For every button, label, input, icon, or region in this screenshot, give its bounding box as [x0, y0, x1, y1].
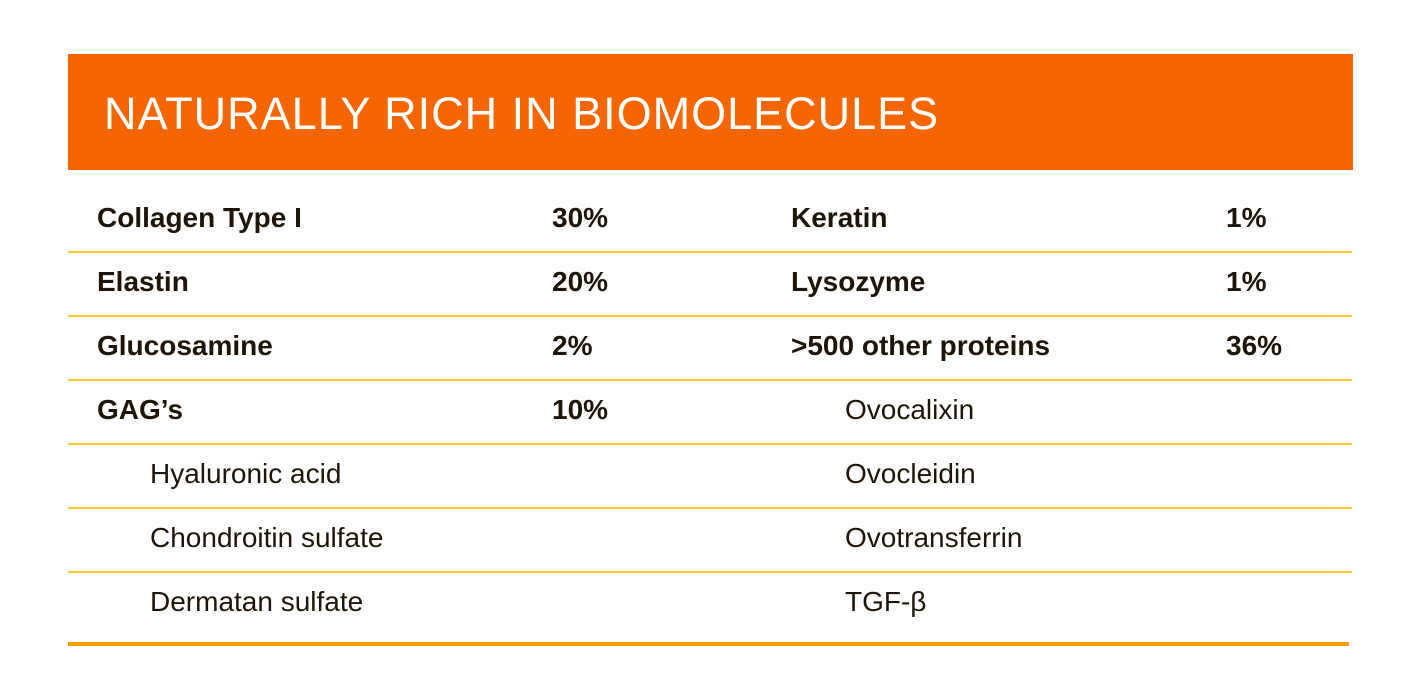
- component-name: Chondroitin sulfate: [150, 522, 384, 553]
- table-row: Hyaluronic acid Ovocleidin: [68, 443, 1352, 509]
- component-percent: 36%: [1226, 330, 1283, 361]
- component-name: Glucosamine: [97, 330, 273, 361]
- table-row: Glucosamine 2% >500 other proteins 36%: [68, 315, 1352, 381]
- component-name: TGF-β: [845, 586, 927, 617]
- component-name: Hyaluronic acid: [150, 458, 342, 489]
- component-name: Ovocalixin: [845, 394, 975, 425]
- component-name: Lysozyme: [791, 266, 926, 297]
- component-name: Keratin: [791, 202, 888, 233]
- table-row: GAG’s 10% Ovocalixin: [68, 379, 1352, 445]
- component-percent: 1%: [1226, 266, 1267, 297]
- page-title: NATURALLY RICH IN BIOMOLECULES: [104, 88, 940, 139]
- table-row: Chondroitin sulfate Ovotransferrin: [68, 507, 1352, 573]
- component-name: Dermatan sulfate: [150, 586, 364, 617]
- table-row: Elastin 20% Lysozyme 1%: [68, 251, 1352, 317]
- component-percent: 2%: [552, 330, 593, 361]
- table-row: Dermatan sulfate TGF-β: [68, 571, 1352, 635]
- component-percent: 30%: [552, 202, 609, 233]
- component-percent: 1%: [1226, 202, 1267, 233]
- component-percent: 20%: [552, 266, 609, 297]
- bottom-divider: [68, 642, 1349, 646]
- component-name: Ovotransferrin: [845, 522, 1023, 553]
- component-name: Ovocleidin: [845, 458, 976, 489]
- component-percent: 10%: [552, 394, 609, 425]
- component-name: GAG’s: [97, 394, 184, 425]
- component-name: >500 other proteins: [791, 330, 1051, 361]
- title-banner: NATURALLY RICH IN BIOMOLECULES: [68, 54, 1353, 170]
- table-row: Collagen Type I 30% Keratin 1%: [68, 187, 1352, 253]
- component-name: Elastin: [97, 266, 189, 297]
- component-name: Collagen Type I: [97, 202, 302, 233]
